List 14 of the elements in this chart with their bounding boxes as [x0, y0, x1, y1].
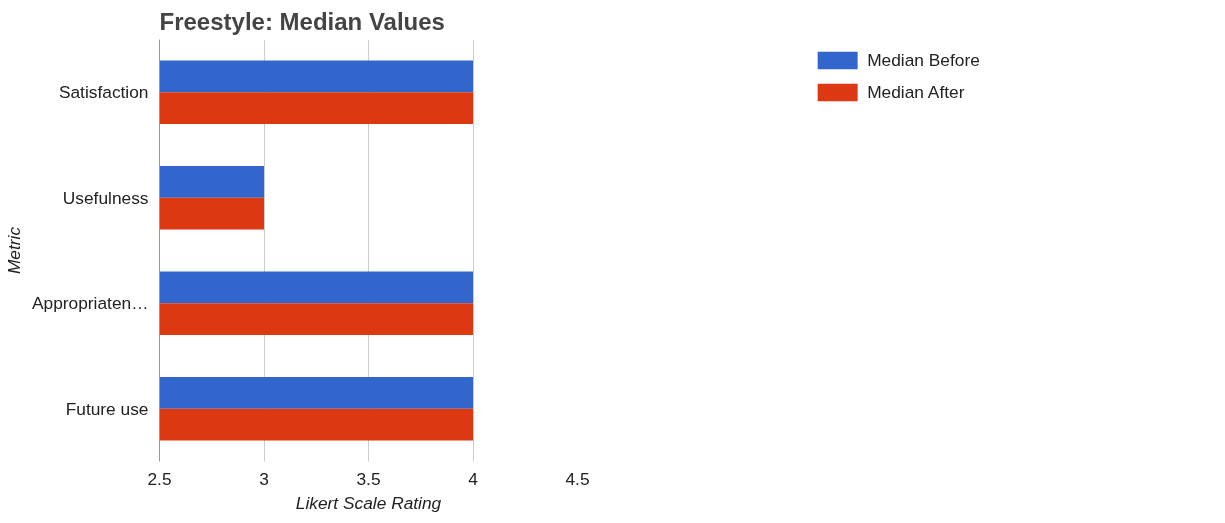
- x-axis-title: Likert Scale Rating: [295, 492, 442, 513]
- x-tick-label: 4.5: [565, 468, 590, 489]
- x-tick-label: 3.5: [356, 468, 381, 489]
- y-tick-label: Satisfaction: [58, 82, 149, 103]
- x-tick-label: 2.5: [147, 468, 172, 489]
- chart-title: Freestyle: Median Values: [159, 7, 445, 35]
- y-tick-label: Usefulness: [62, 187, 149, 208]
- legend-label: Median Before: [867, 49, 980, 71]
- y-tick-label: Future use: [65, 398, 149, 419]
- x-tick-label: 3: [259, 468, 269, 489]
- legend-label: Median After: [867, 81, 965, 103]
- y-tick-label: Appropriaten…: [31, 293, 149, 314]
- y-axis-title: Metric: [3, 226, 24, 275]
- x-tick-label: 4: [468, 468, 479, 489]
